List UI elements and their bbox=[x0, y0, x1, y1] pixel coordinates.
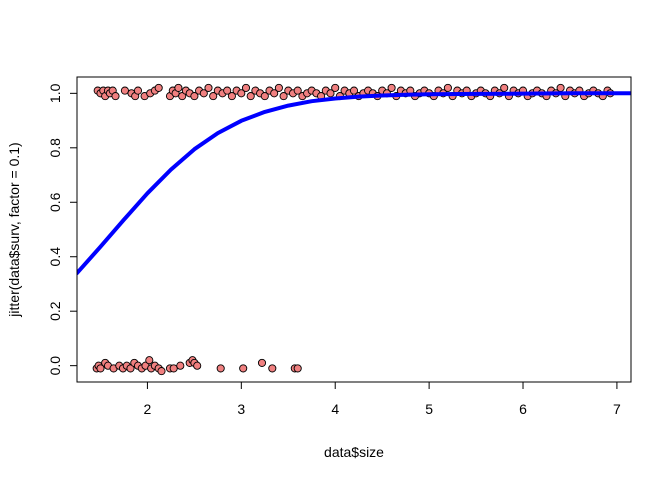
x-axis-label: data$size bbox=[324, 444, 384, 460]
y-axis-label: jitter(data$surv, factor = 0.1) bbox=[6, 142, 22, 317]
plot-frame bbox=[76, 76, 632, 383]
data-point bbox=[176, 361, 185, 370]
y-tick-label: 0.2 bbox=[47, 301, 63, 321]
data-point bbox=[279, 92, 288, 101]
data-point bbox=[387, 83, 396, 92]
data-point bbox=[293, 364, 302, 373]
data-point bbox=[193, 361, 202, 370]
data-point bbox=[133, 86, 143, 95]
data-point bbox=[443, 83, 452, 92]
data-point bbox=[216, 364, 225, 373]
y-tick-label: 0.4 bbox=[47, 247, 63, 267]
data-point bbox=[246, 92, 255, 101]
y-tick-label: 0.0 bbox=[47, 356, 63, 376]
data-point bbox=[241, 83, 251, 92]
data-point bbox=[154, 83, 163, 92]
x-tick-label: 2 bbox=[144, 401, 152, 417]
data-point bbox=[199, 89, 208, 98]
data-point bbox=[274, 83, 283, 92]
data-point bbox=[111, 92, 120, 101]
data-point bbox=[96, 364, 105, 373]
data-point bbox=[169, 364, 178, 373]
data-point bbox=[331, 83, 340, 92]
data-point bbox=[239, 364, 248, 373]
data-point bbox=[237, 89, 246, 98]
x-tick-label: 6 bbox=[519, 401, 527, 417]
data-point bbox=[120, 86, 129, 95]
data-point bbox=[260, 92, 269, 101]
points-layer bbox=[92, 83, 615, 376]
y-tick-label: 0.6 bbox=[47, 192, 63, 212]
data-point bbox=[227, 92, 236, 101]
data-point bbox=[190, 92, 199, 101]
y-tick-label: 0.8 bbox=[47, 138, 63, 158]
x-tick-label: 3 bbox=[237, 401, 245, 417]
y-tick-label: 1.0 bbox=[47, 83, 63, 103]
x-tick-label: 7 bbox=[613, 401, 621, 417]
data-point bbox=[145, 356, 154, 365]
data-point bbox=[157, 367, 166, 376]
data-point bbox=[556, 83, 565, 92]
fitted-logistic-curve bbox=[77, 91, 631, 276]
data-point bbox=[223, 86, 232, 95]
data-point bbox=[293, 86, 302, 95]
data-point bbox=[204, 83, 213, 92]
data-point bbox=[349, 86, 359, 95]
x-tick-label: 5 bbox=[425, 401, 433, 417]
data-point bbox=[326, 89, 335, 98]
data-point bbox=[257, 358, 267, 367]
y-axis: 0.0 0.2 0.4 0.6 0.8 1.0 bbox=[47, 83, 77, 375]
data-point bbox=[270, 89, 279, 98]
data-point bbox=[174, 83, 183, 92]
data-point bbox=[209, 92, 218, 101]
data-point bbox=[268, 364, 277, 373]
x-axis: 2 3 4 5 6 7 bbox=[144, 382, 621, 417]
x-tick-label: 4 bbox=[331, 401, 339, 417]
data-point bbox=[126, 364, 135, 373]
data-point bbox=[178, 92, 187, 101]
data-point bbox=[500, 83, 509, 92]
